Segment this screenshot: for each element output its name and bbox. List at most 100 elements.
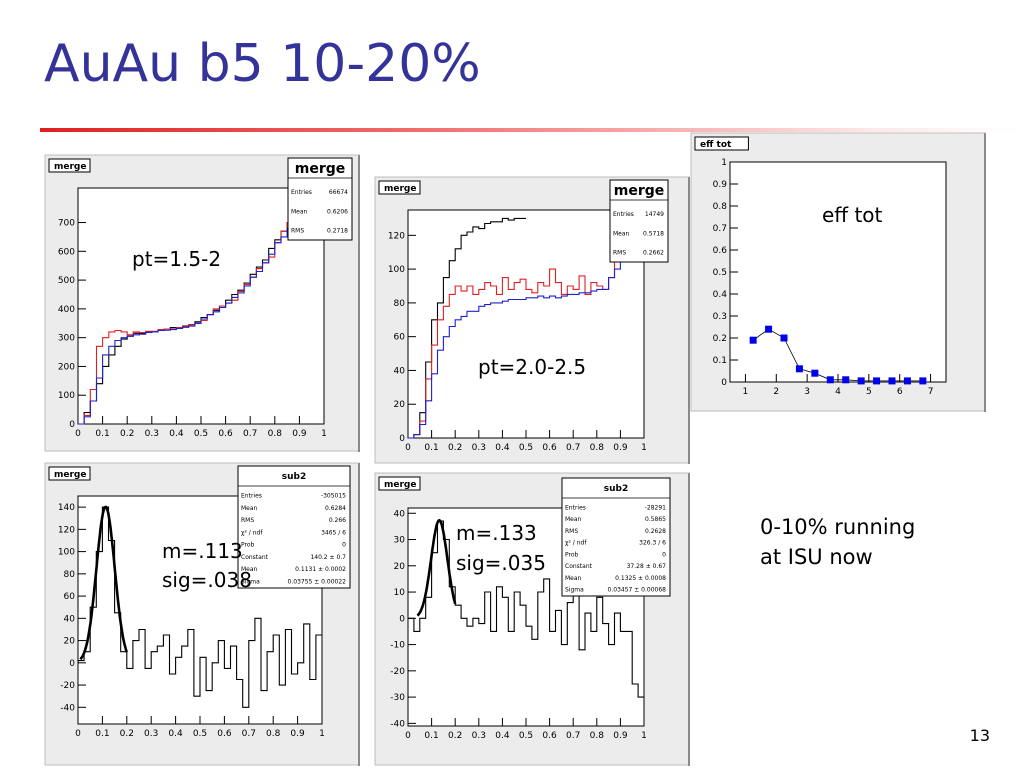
x-tick-label: 0.3	[472, 731, 486, 741]
histogram-series	[408, 209, 644, 439]
y-tick-label: 60	[64, 592, 76, 602]
y-tick-label: 0.4	[713, 290, 728, 300]
stats-row-value: 0.5865	[645, 516, 666, 523]
stats-row-value: 0.2628	[645, 528, 666, 535]
stats-box: merge Entries 66674 Mean 0.6206 RMS 0.2718	[287, 157, 353, 241]
stats-row-value: 37.28 ± 0.67	[627, 563, 667, 570]
histogram-fit-m-113: merge -40 -20 0 20 40 60 80 100 120 140 0 0.1 0.2 0.3 0…	[44, 462, 360, 766]
pad-label: merge	[54, 470, 86, 480]
y-tick-label: 0.5	[713, 268, 727, 278]
y-tick-label: 0.6	[713, 246, 728, 256]
x-tick-label: 0.2	[120, 729, 134, 739]
stats-row-label: Mean	[613, 230, 630, 237]
stats-row-value: -28291	[645, 504, 666, 511]
data-point	[842, 376, 850, 384]
histogram-pt-1.5-2: merge 0 100 200 300 400 500 600 700 0 0.1 0.2 0.3 0.4…	[44, 154, 360, 452]
eff-tot-plot: eff tot 0 0.1 0.2 0.3 0.4 0.5 0.6 0.7 0.8 0.9 1 1 2 3 4…	[690, 132, 986, 412]
stats-row-label: Entries	[241, 493, 262, 500]
stats-row-label: χ² / ndf	[565, 540, 587, 547]
x-tick-label: 7	[928, 387, 934, 397]
x-tick-label: 0.9	[613, 443, 628, 453]
x-tick-label: 0.7	[242, 729, 256, 739]
y-tick-label: 20	[64, 637, 76, 647]
data-point	[811, 369, 819, 377]
y-tick-label: 10	[394, 588, 406, 598]
x-tick-label: 0.7	[566, 443, 580, 453]
stats-row-value: 0.03755 ± 0.00022	[288, 578, 347, 585]
x-tick-label: 2	[773, 387, 779, 397]
stats-row-label: χ² / ndf	[241, 529, 263, 536]
x-tick-label: 5	[866, 387, 872, 397]
x-tick-label: 0.8	[590, 443, 605, 453]
y-tick-label: 0.1	[713, 356, 727, 366]
plot-annotation: sig=.038	[162, 568, 252, 592]
x-tick-label: 1	[319, 729, 325, 739]
x-tick-label: 0.1	[424, 443, 438, 453]
x-tick-label: 0.6	[542, 731, 557, 741]
y-tick-label: 20	[394, 400, 406, 410]
stats-row-value: 0.1131 ± 0.0002	[295, 566, 346, 573]
y-tick-label: 0.7	[713, 224, 727, 234]
x-tick-label: 0.4	[169, 429, 184, 439]
x-tick-label: 0.5	[519, 443, 533, 453]
y-tick-label: 600	[58, 247, 75, 257]
histogram-series	[77, 506, 322, 708]
x-tick-label: 0.7	[243, 429, 257, 439]
x-tick-label: 0.4	[495, 731, 510, 741]
y-tick-label: -10	[390, 641, 405, 651]
x-tick-label: 0.5	[194, 429, 208, 439]
stats-row-label: Constant	[565, 563, 593, 570]
y-tick-label: 80	[64, 570, 76, 580]
data-point	[749, 336, 757, 344]
stats-box-title: sub2	[604, 484, 628, 494]
stats-row-label: Prob	[241, 542, 255, 549]
histogram-pt-2.0-2.5: merge 0 20 40 60 80 100 120 0 0.1 0.2 0.3 0.4 0.5 0.6 0…	[374, 176, 690, 464]
y-tick-label: 0.3	[713, 312, 727, 322]
x-tick-label: 1	[321, 429, 327, 439]
running-note: 0-10% running at ISU now	[760, 512, 915, 572]
stats-box-title: merge	[295, 161, 346, 177]
y-tick-label: 20	[394, 562, 406, 572]
stats-row-label: Mean	[241, 505, 258, 512]
pad-label: merge	[54, 162, 86, 172]
stats-row-label: RMS	[565, 528, 578, 535]
y-tick-label: 1	[721, 158, 727, 168]
running-note-line1: 0-10% running	[760, 515, 916, 539]
stats-row-value: 66674	[329, 189, 348, 196]
stats-row-value: 0.2662	[643, 250, 664, 257]
stats-box-frame	[287, 157, 353, 241]
y-tick-label: 100	[58, 391, 75, 401]
gaussian-fit-curve	[416, 519, 457, 617]
pad-label-box	[378, 180, 421, 195]
stats-row-label: Sigma	[241, 578, 260, 585]
x-tick-label: 3	[804, 387, 810, 397]
x-tick-label: 0.3	[144, 729, 158, 739]
stats-row-value: 0.6206	[327, 208, 348, 215]
stats-box: merge Entries 14749 Mean 0.5718 RMS 0.2662	[609, 179, 669, 263]
stats-row-label: RMS	[241, 517, 254, 524]
data-point	[826, 376, 834, 384]
plot-annotation: pt=2.0-2.5	[478, 355, 586, 379]
histogram-series	[408, 217, 526, 439]
y-tick-label: 0	[399, 434, 405, 444]
y-tick-label: -20	[60, 681, 75, 691]
histogram-series	[408, 217, 644, 439]
plot-annotation: m=.133	[456, 521, 537, 545]
title-underline	[40, 128, 1020, 132]
pad-label: merge	[384, 184, 416, 194]
plot-annotation: sig=.035	[456, 551, 546, 575]
y-tick-label: -40	[60, 703, 75, 713]
data-point	[765, 325, 773, 333]
x-tick-label: 0.3	[472, 443, 486, 453]
y-tick-label: 0.9	[713, 180, 728, 190]
page-number: 13	[969, 726, 990, 745]
y-tick-label: 120	[388, 231, 405, 241]
data-point	[795, 365, 803, 373]
data-point	[873, 377, 881, 385]
y-tick-label: 0	[69, 420, 75, 430]
y-tick-label: -40	[390, 719, 405, 729]
x-tick-label: 1	[743, 387, 749, 397]
x-tick-label: 0	[75, 429, 81, 439]
stats-row-value: 326.3 / 6	[639, 540, 666, 547]
